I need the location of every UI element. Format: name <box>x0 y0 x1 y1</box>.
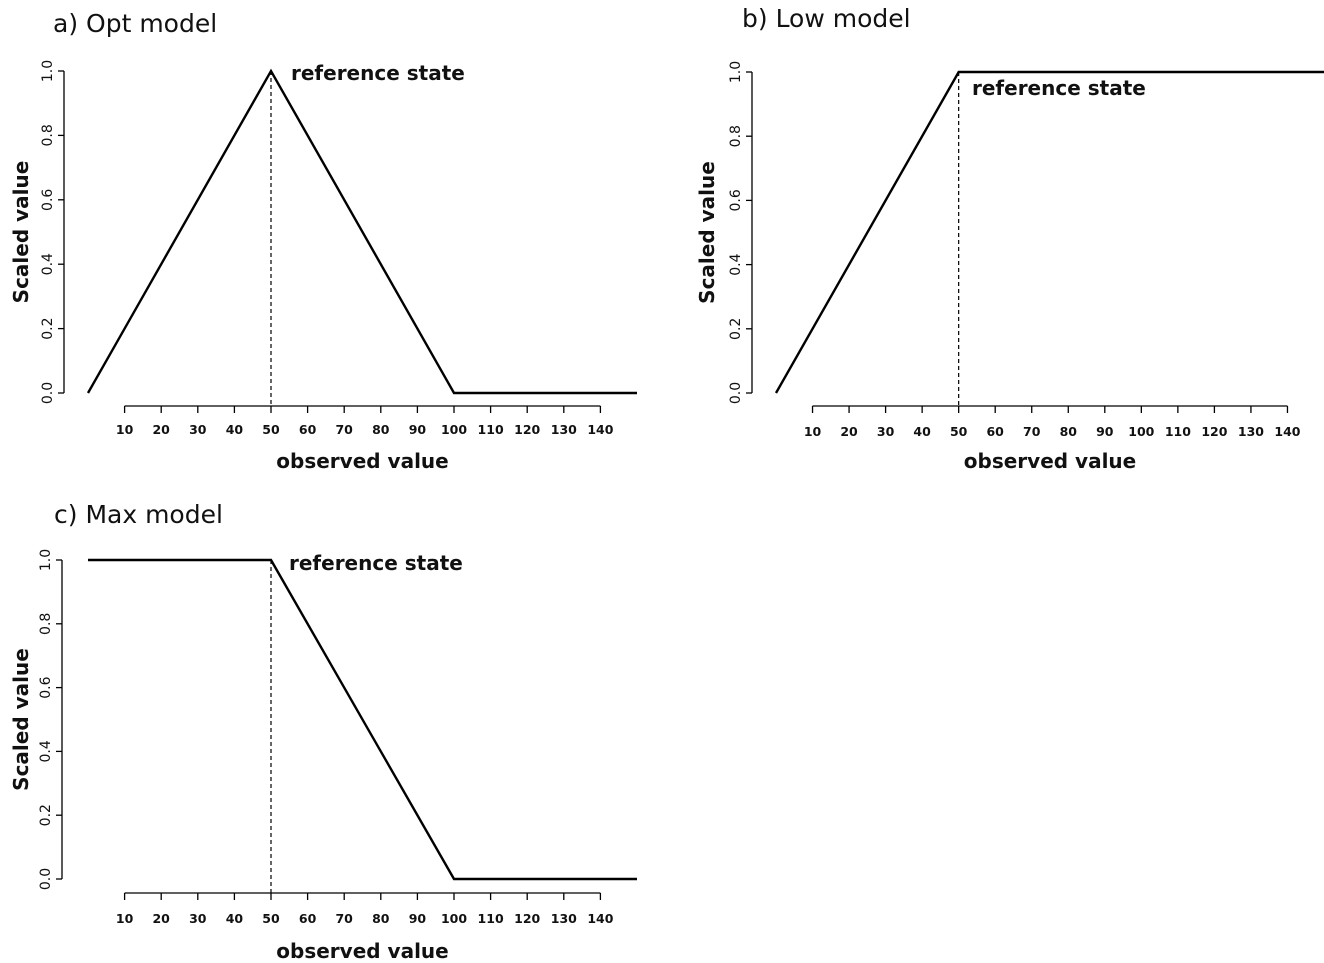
reference-annotation: reference state <box>289 551 463 575</box>
y-tick-label: 0.6 <box>728 189 744 211</box>
y-axis-label: Scaled value <box>695 161 719 304</box>
reference-annotation: reference state <box>291 61 465 85</box>
x-tick-label: 30 <box>189 422 207 437</box>
chart-title: c) Max model <box>54 500 223 529</box>
x-tick-label: 120 <box>514 911 540 926</box>
x-tick-label: 110 <box>478 422 504 437</box>
y-tick-label: 1.0 <box>38 549 54 571</box>
x-tick-label: 140 <box>587 911 613 926</box>
x-tick-label: 90 <box>409 911 427 926</box>
x-tick-label: 10 <box>116 422 134 437</box>
x-tick-label: 120 <box>1201 424 1227 439</box>
x-tick-label: 80 <box>372 422 390 437</box>
chart-title: a) Opt model <box>53 9 217 38</box>
x-axis-label: observed value <box>964 449 1136 473</box>
x-tick-label: 110 <box>1165 424 1191 439</box>
x-tick-label: 20 <box>152 911 170 926</box>
x-tick-label: 70 <box>335 911 353 926</box>
reference-annotation: reference state <box>972 76 1146 100</box>
y-tick-label: 0.2 <box>40 317 56 339</box>
x-tick-label: 10 <box>804 424 822 439</box>
y-tick-label: 0.0 <box>728 382 744 404</box>
x-tick-label: 50 <box>262 422 280 437</box>
x-tick-label: 10 <box>116 911 134 926</box>
x-axis-label: observed value <box>276 449 448 473</box>
chart-title: b) Low model <box>742 4 911 33</box>
y-tick-label: 1.0 <box>728 61 744 83</box>
x-tick-label: 80 <box>372 911 390 926</box>
y-tick-label: 0.4 <box>40 253 56 275</box>
chart-panel-3: c) Max model Scaled value 0.0 0.2 0.4 0.6 0.8 1… <box>9 500 637 963</box>
y-tick-label: 0.4 <box>38 740 54 762</box>
x-tick-label: 50 <box>262 911 280 926</box>
x-tick-label: 90 <box>409 422 427 437</box>
x-tick-label: 60 <box>299 911 317 926</box>
series-line <box>86 68 637 395</box>
x-axis-label: observed value <box>276 939 448 963</box>
x-tick-label: 40 <box>226 911 244 926</box>
x-tick-label: 100 <box>1128 424 1154 439</box>
x-tick-label: 20 <box>840 424 858 439</box>
x-tick-label: 40 <box>913 424 931 439</box>
x-tick-label: 60 <box>986 424 1004 439</box>
y-tick-label: 0.0 <box>40 382 56 404</box>
x-tick-label: 50 <box>950 424 968 439</box>
x-tick-label: 20 <box>152 422 170 437</box>
y-tick-label: 0.8 <box>728 125 744 147</box>
x-tick-label: 120 <box>514 422 540 437</box>
x-tick-label: 70 <box>1023 424 1041 439</box>
y-axis-label: Scaled value <box>9 161 33 304</box>
x-tick-label: 110 <box>478 911 504 926</box>
y-axis-label: Scaled value <box>9 648 33 791</box>
series-line <box>774 70 1324 394</box>
x-tick-label: 130 <box>551 422 577 437</box>
x-tick-label: 140 <box>1274 424 1300 439</box>
y-tick-label: 0.8 <box>40 124 56 146</box>
chart-panel-1: a) Opt model Scaled value 0.0 0.2 0.4 0.6 0.8 1… <box>9 9 637 473</box>
x-tick-label: 100 <box>441 422 467 437</box>
x-tick-label: 100 <box>441 911 467 926</box>
x-tick-label: 130 <box>551 911 577 926</box>
chart-panel-2: b) Low model Scaled value 0.0 0.2 0.4 0.6 0.8 1… <box>695 4 1324 473</box>
x-tick-label: 60 <box>299 422 317 437</box>
y-tick-label: 0.2 <box>728 318 744 340</box>
x-tick-label: 70 <box>335 422 353 437</box>
series-line <box>88 558 637 881</box>
y-tick-label: 1.0 <box>40 60 56 82</box>
x-tick-label: 30 <box>189 911 207 926</box>
x-tick-label: 130 <box>1238 424 1264 439</box>
y-tick-label: 0.2 <box>38 804 54 826</box>
x-tick-label: 40 <box>226 422 244 437</box>
y-tick-label: 0.6 <box>38 676 54 698</box>
x-tick-label: 140 <box>587 422 613 437</box>
x-tick-label: 30 <box>877 424 895 439</box>
x-tick-label: 90 <box>1096 424 1114 439</box>
y-tick-label: 0.0 <box>38 868 54 890</box>
x-tick-label: 80 <box>1060 424 1078 439</box>
y-tick-label: 0.4 <box>728 253 744 275</box>
y-tick-label: 0.8 <box>38 613 54 635</box>
y-tick-label: 0.6 <box>40 189 56 211</box>
